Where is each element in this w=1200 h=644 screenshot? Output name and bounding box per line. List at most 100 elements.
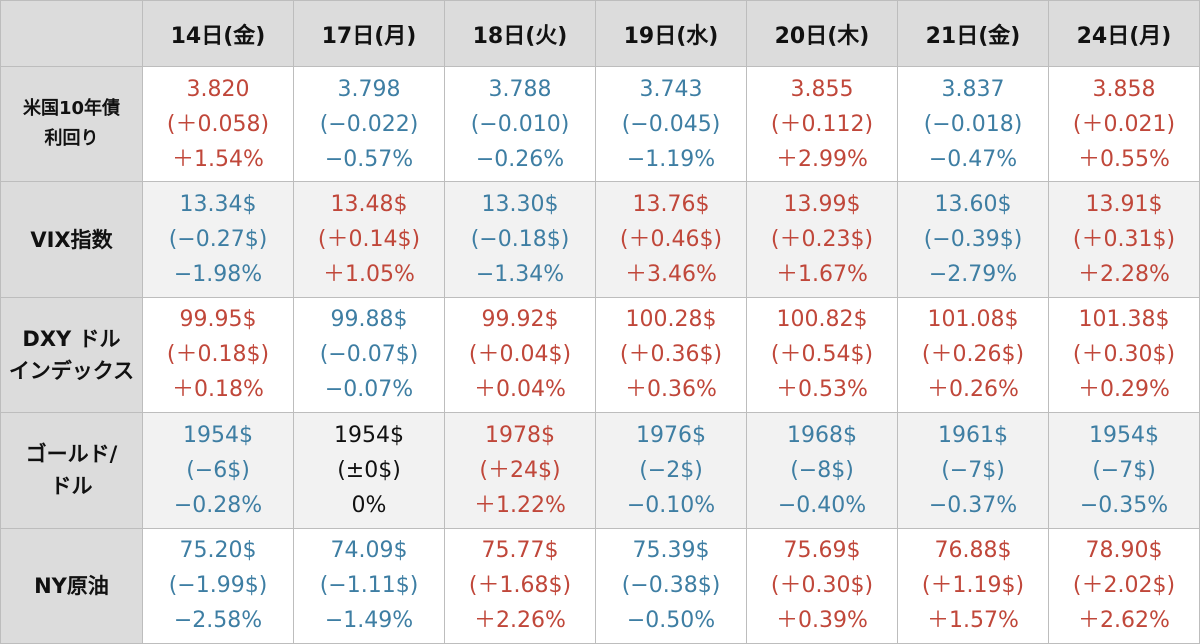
table-cell: 3.837 (−0.018) −0.47% <box>897 65 1049 183</box>
cell-percent: −0.47% <box>928 146 1018 172</box>
cell-change: (＋2.02$) <box>1072 573 1176 599</box>
cell-percent: −1.98% <box>173 262 263 288</box>
table-cell: 75.69$ (＋0.30$) ＋0.39% <box>746 527 898 644</box>
cell-change: (＋0.112) <box>770 111 874 137</box>
table-cell: 13.60$ (−0.39$) −2.79% <box>897 181 1049 298</box>
cell-percent: ＋2.28% <box>1078 262 1170 288</box>
cell-change: (＋0.18$) <box>166 342 270 368</box>
cell-change: (＋1.68$) <box>468 573 572 599</box>
cell-value: 3.855 <box>790 76 854 102</box>
table-cell: 75.77$ (＋1.68$) ＋2.26% <box>444 527 596 644</box>
cell-percent: ＋2.26% <box>474 608 566 634</box>
row-label-line: インデックス <box>8 358 135 383</box>
cell-percent: ＋1.54% <box>172 146 264 172</box>
table-cell: 1961$ (−7$) −0.37% <box>897 412 1049 529</box>
cell-change: (−0.045) <box>621 111 721 137</box>
cell-change: (＋0.36$) <box>619 342 723 368</box>
cell-percent: ＋0.29% <box>1078 377 1170 403</box>
cell-change: (−0.39$) <box>923 227 1023 253</box>
cell-value: 3.858 <box>1092 76 1156 102</box>
cell-value: 75.20$ <box>179 538 257 564</box>
cell-change: (＋0.30$) <box>1072 342 1176 368</box>
cell-change: (＋0.14$) <box>317 227 421 253</box>
cell-percent: ＋2.99% <box>776 146 868 172</box>
row-label: VIX指数 <box>0 181 143 298</box>
header-day: 21日(金) <box>897 0 1049 67</box>
cell-percent: −0.10% <box>626 492 716 518</box>
row-label-line: 米国10年債 <box>22 98 121 120</box>
table-cell: 100.82$ (＋0.54$) ＋0.53% <box>746 296 898 414</box>
table-cell: 1954$ (−7$) −0.35% <box>1048 412 1200 529</box>
header-day: 20日(木) <box>746 0 898 67</box>
cell-value: 13.30$ <box>481 192 559 218</box>
cell-percent: −0.57% <box>324 146 414 172</box>
table-cell: 3.820 (＋0.058) ＋1.54% <box>142 65 294 183</box>
cell-value: 1954$ <box>334 422 404 448</box>
row-label-line: VIX指数 <box>30 227 113 252</box>
cell-change: (−0.07$) <box>319 342 419 368</box>
table-cell: 76.88$ (＋1.19$) ＋1.57% <box>897 527 1049 644</box>
table-cell: 75.20$ (−1.99$) −2.58% <box>142 527 294 644</box>
table-cell: 1954$ (±0$) 0% <box>293 412 445 529</box>
table-cell: 3.855 (＋0.112) ＋2.99% <box>746 65 898 183</box>
cell-percent: ＋1.57% <box>927 608 1019 634</box>
cell-value: 3.820 <box>186 76 250 102</box>
header-day: 17日(月) <box>293 0 445 67</box>
table-cell: 99.95$ (＋0.18$) ＋0.18% <box>142 296 294 414</box>
cell-percent: ＋1.67% <box>776 262 868 288</box>
cell-percent: ＋1.22% <box>474 492 566 518</box>
row-label: DXY ドル インデックス <box>0 296 143 414</box>
cell-percent: ＋0.36% <box>625 377 717 403</box>
table-cell: 99.92$ (＋0.04$) ＋0.04% <box>444 296 596 414</box>
cell-value: 3.837 <box>941 76 1005 102</box>
cell-percent: −0.26% <box>475 146 565 172</box>
cell-percent: ＋0.53% <box>776 377 868 403</box>
cell-value: 1954$ <box>183 422 253 448</box>
cell-percent: ＋3.46% <box>625 262 717 288</box>
cell-value: 3.743 <box>639 76 703 102</box>
table-cell: 101.38$ (＋0.30$) ＋0.29% <box>1048 296 1200 414</box>
table-cell: 1978$ (＋24$) ＋1.22% <box>444 412 596 529</box>
cell-value: 13.99$ <box>783 192 861 218</box>
cell-value: 99.95$ <box>179 307 257 333</box>
table-row: DXY ドル インデックス 99.95$ (＋0.18$) ＋0.18% 99.88… <box>0 296 1200 414</box>
table-cell: 13.99$ (＋0.23$) ＋1.67% <box>746 181 898 298</box>
table-cell: 78.90$ (＋2.02$) ＋2.62% <box>1048 527 1200 644</box>
cell-change: (＋0.23$) <box>770 227 874 253</box>
cell-value: 1978$ <box>485 422 555 448</box>
row-label-line: DXY ドル <box>22 326 121 351</box>
header-day: 18日(火) <box>444 0 596 67</box>
cell-change: (−1.99$) <box>168 573 268 599</box>
header-day: 24日(月) <box>1048 0 1200 67</box>
table-cell: 3.798 (−0.022) −0.57% <box>293 65 445 183</box>
table-cell: 13.48$ (＋0.14$) ＋1.05% <box>293 181 445 298</box>
cell-value: 100.82$ <box>776 307 868 333</box>
row-label: 米国10年債 利回り <box>0 65 143 183</box>
cell-change: (−8$) <box>790 457 854 483</box>
cell-percent: −0.35% <box>1079 492 1169 518</box>
cell-value: 13.60$ <box>934 192 1012 218</box>
cell-value: 76.88$ <box>934 538 1012 564</box>
row-label: ゴールド/ ドル <box>0 412 143 529</box>
cell-value: 75.39$ <box>632 538 710 564</box>
cell-value: 1976$ <box>636 422 706 448</box>
cell-percent: ＋0.39% <box>776 608 868 634</box>
table-cell: 3.788 (−0.010) −0.26% <box>444 65 596 183</box>
table-cell: 1954$ (−6$) −0.28% <box>142 412 294 529</box>
cell-percent: −2.79% <box>928 262 1018 288</box>
row-label-line: ゴールド/ <box>25 442 118 467</box>
table-row: NY原油 75.20$ (−1.99$) −2.58% 74.09$ (−1.11$)… <box>0 527 1200 644</box>
cell-change: (＋0.31$) <box>1072 227 1176 253</box>
table-cell: 1968$ (−8$) −0.40% <box>746 412 898 529</box>
table-cell: 100.28$ (＋0.36$) ＋0.36% <box>595 296 747 414</box>
cell-percent: −0.50% <box>626 608 716 634</box>
cell-percent: −1.49% <box>324 608 414 634</box>
cell-change: (＋0.54$) <box>770 342 874 368</box>
row-label-line: NY原油 <box>34 573 109 598</box>
cell-change: (−6$) <box>186 457 250 483</box>
cell-percent: ＋0.04% <box>474 377 566 403</box>
table-cell: 3.743 (−0.045) −1.19% <box>595 65 747 183</box>
table-cell: 75.39$ (−0.38$) −0.50% <box>595 527 747 644</box>
header-day: 14日(金) <box>142 0 294 67</box>
cell-value: 3.798 <box>337 76 401 102</box>
